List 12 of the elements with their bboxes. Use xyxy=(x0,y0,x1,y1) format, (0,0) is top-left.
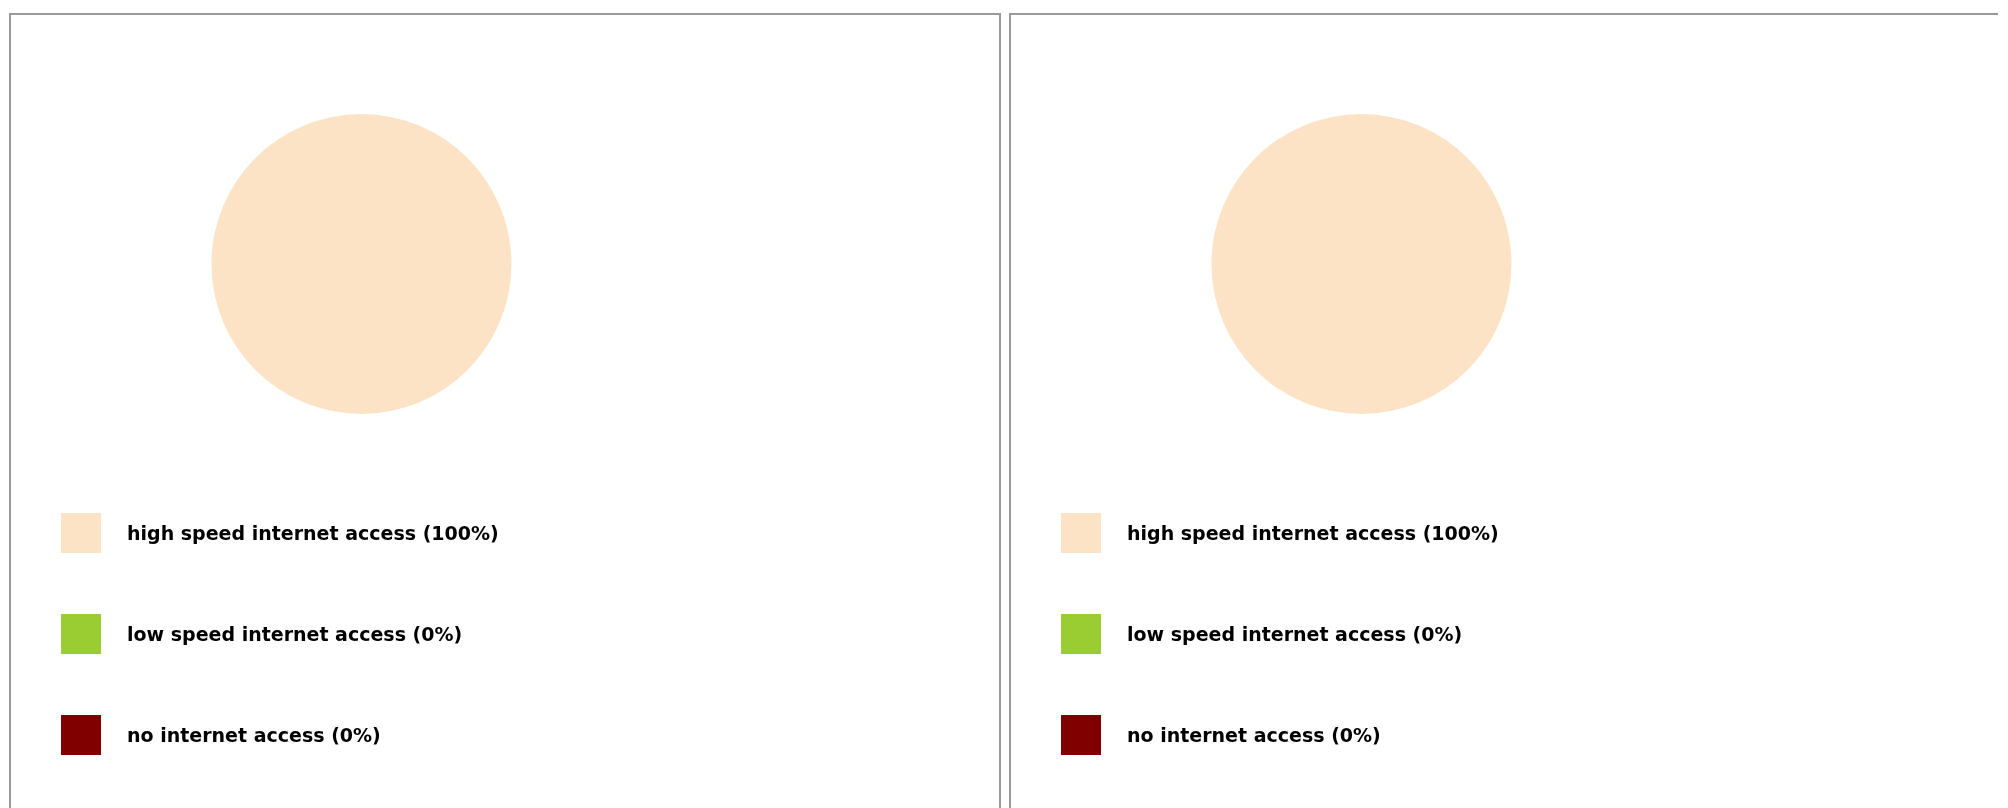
text: (0%) xyxy=(331,724,381,746)
data-label: (100%) xyxy=(422,522,499,544)
legend-label: high speed internet access xyxy=(1127,522,1417,544)
legend-label: high speed internet access xyxy=(127,522,417,544)
legend-label: no internet access xyxy=(1127,724,1325,746)
data-label: (100%) xyxy=(1422,522,1499,544)
legend-label: no internet access xyxy=(127,724,325,746)
text: (0%) xyxy=(1412,623,1463,645)
text: (0%) xyxy=(412,623,463,645)
legend-label: low speed internet access xyxy=(1127,623,1406,645)
legend-label: low speed internet access xyxy=(127,623,406,645)
text: (0%) xyxy=(1331,724,1381,746)
